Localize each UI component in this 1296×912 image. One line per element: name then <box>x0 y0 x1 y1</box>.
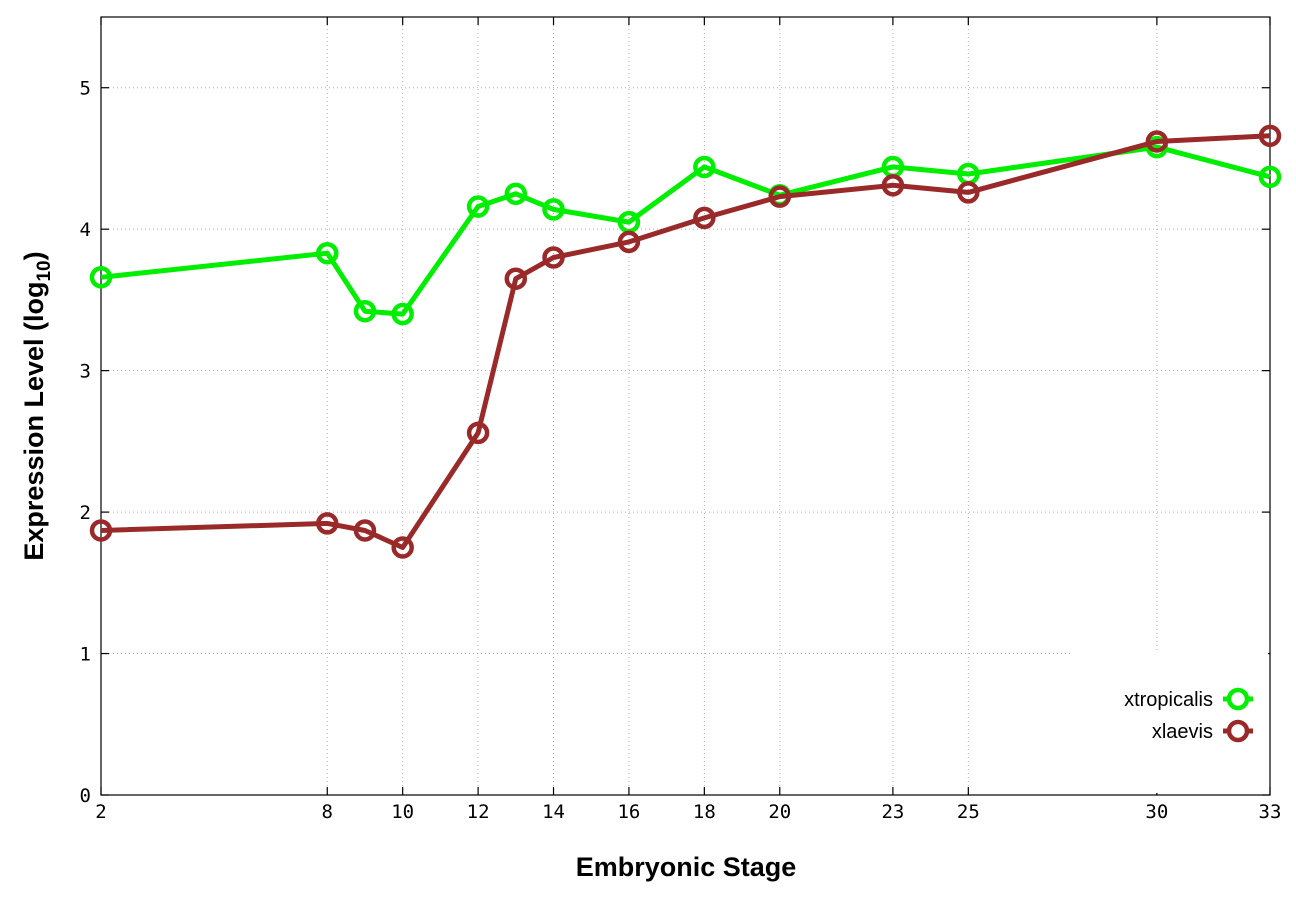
legend-marker-xlaevis <box>1226 719 1250 743</box>
series-layer <box>89 124 1282 559</box>
data-point-xtropicalis <box>391 302 414 326</box>
legend-label-xlaevis: xlaevis <box>1152 721 1213 743</box>
x-tick-label: 33 <box>1259 801 1282 823</box>
data-point-xlaevis <box>1145 130 1169 153</box>
y-tick-label: 1 <box>80 644 91 666</box>
y-tick-label: 2 <box>80 502 91 524</box>
x-tick-label: 2 <box>95 801 106 823</box>
y-axis-title-suffix: ) <box>19 251 49 260</box>
data-point-xtropicalis <box>353 299 377 323</box>
data-point-xtropicalis <box>1258 165 1282 189</box>
data-point-xlaevis <box>617 230 641 254</box>
data-point-xlaevis <box>316 512 339 535</box>
y-tick-label: 3 <box>80 361 91 383</box>
x-tick-label: 30 <box>1145 801 1168 823</box>
data-point-xtropicalis <box>316 241 339 265</box>
plot-frame <box>100 16 1271 796</box>
legend-marker-xtropicalis <box>1226 687 1250 711</box>
x-axis-title: Embryonic Stage <box>576 852 797 882</box>
series-line-xlaevis <box>100 133 1271 550</box>
legend: xtropicalis xlaevis <box>1072 652 1268 793</box>
data-point-xtropicalis <box>504 182 528 206</box>
grid <box>101 17 1270 795</box>
y-tick-label: 0 <box>80 785 91 807</box>
data-point-xlaevis <box>391 536 414 559</box>
data-point-xtropicalis <box>89 266 113 289</box>
x-tick-label: 14 <box>542 801 565 823</box>
data-point-xlaevis <box>693 206 716 230</box>
data-point-xlaevis <box>768 185 792 208</box>
y-tick-label: 5 <box>80 78 91 100</box>
x-tick-label: 23 <box>881 801 904 823</box>
y-tick-label: 4 <box>80 219 91 241</box>
data-point-xlaevis <box>542 246 565 269</box>
y-axis-title-main: Expression Level (log <box>19 282 49 561</box>
x-tick-label: 20 <box>768 801 791 823</box>
data-point-xlaevis <box>957 181 980 204</box>
y-axis-title: Expression Level (log10) <box>19 251 55 560</box>
x-tick-label: 25 <box>957 801 980 823</box>
x-tick-label: 16 <box>617 801 640 823</box>
data-point-xlaevis <box>504 267 528 290</box>
data-point-xlaevis <box>89 519 113 542</box>
series-line-xtropicalis <box>100 144 1271 317</box>
legend-label-xtropicalis: xtropicalis <box>1124 689 1213 711</box>
data-point-xtropicalis <box>693 155 716 179</box>
x-tick-label: 10 <box>391 801 414 823</box>
data-point-xlaevis <box>353 519 377 542</box>
data-point-xtropicalis <box>466 195 490 218</box>
y-axis-title-subscript: 10 <box>34 260 55 281</box>
data-point-xlaevis <box>466 421 490 445</box>
data-point-xlaevis <box>1258 124 1282 148</box>
data-point-xtropicalis <box>542 198 565 221</box>
x-tick-label: 18 <box>693 801 716 823</box>
x-tick-label: 12 <box>467 801 490 823</box>
x-tick-label: 8 <box>322 801 333 823</box>
data-point-xlaevis <box>881 174 905 197</box>
